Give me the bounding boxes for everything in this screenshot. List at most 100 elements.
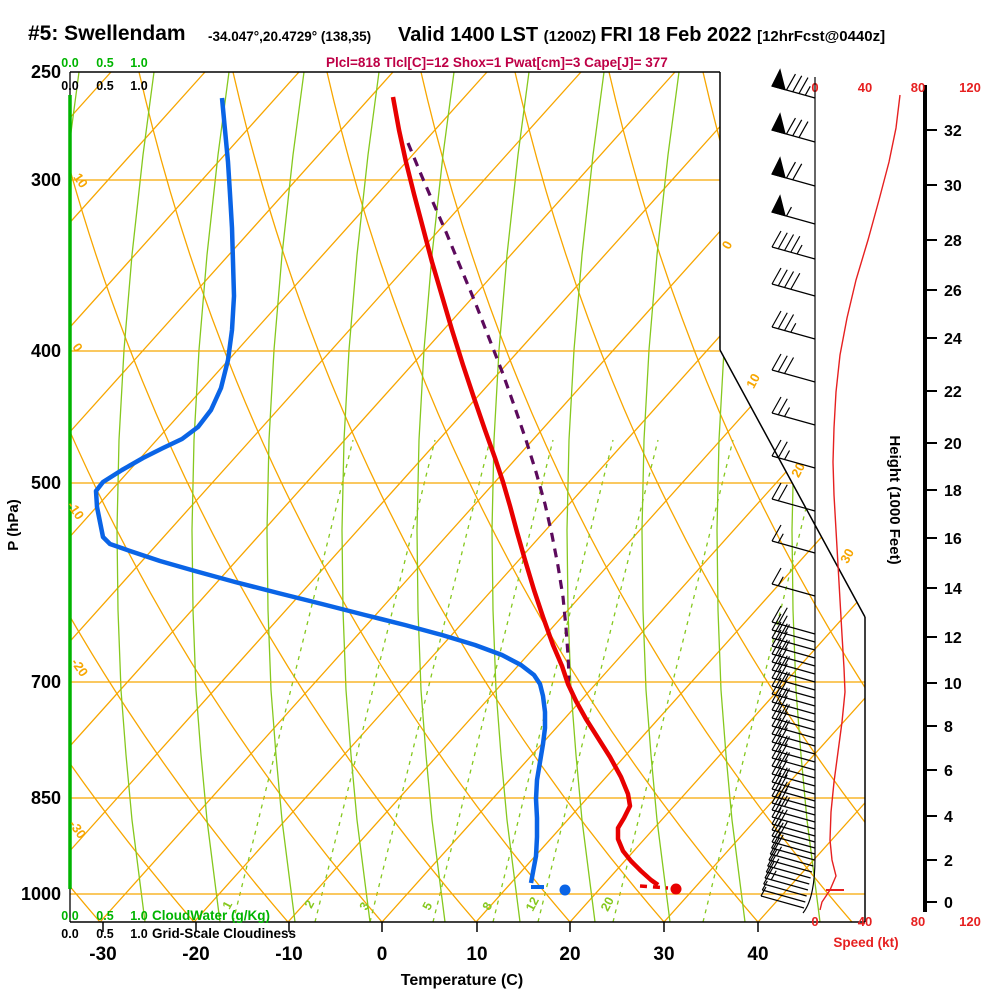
- sounding-parameters: Plcl=818 Tlcl[C]=12 Shox=1 Pwat[cm]=3 Ca…: [326, 55, 668, 70]
- cloud-scales: 0.0 0.0 0.0 0.0 0.5 0.5 0.5 0.5 1.0 1.0 1.0 1.0 Clou…: [61, 56, 296, 941]
- height-tick-label: 32: [944, 123, 962, 140]
- isotherm-grid: [70, 72, 865, 922]
- valid-time-main: Valid 1400 LST: [398, 24, 544, 46]
- adiabat-label-left: 10: [70, 170, 91, 190]
- temperature-tick-label: 40: [747, 944, 768, 965]
- height-tick-label: 28: [944, 233, 962, 250]
- temperature-axis: -30 -20 -10 0 10 20 30 40 Temperature (C): [89, 922, 769, 989]
- temperature-axis-title: Temperature (C): [401, 972, 523, 989]
- cloudwater-scale-top: 0.5: [96, 56, 113, 70]
- mixing-ratio-label: 20: [598, 895, 617, 914]
- height-tick-label: 24: [944, 331, 962, 348]
- cloudwater-scale-top: 0.0: [61, 56, 78, 70]
- temperature-tick-label: -30: [89, 944, 116, 965]
- mixing-ratio-label: 5: [420, 900, 436, 913]
- parcel-curve: [406, 142, 571, 685]
- speed-tick-bottom: 40: [858, 914, 872, 929]
- surface-dewpoint-dot: [559, 884, 571, 896]
- height-tick-label: 20: [944, 436, 962, 453]
- speed-tick-bottom: 120: [959, 914, 981, 929]
- cloudiness-scale-top: 1.0: [130, 79, 147, 93]
- height-tick-label: 2: [944, 853, 953, 870]
- chart-header: #5: Swellendam -34.047°,20.4729° (138,35…: [0, 0, 1000, 70]
- temperature-curve-tail: [639, 884, 669, 890]
- isotherm-label-right: 30: [837, 546, 857, 566]
- height-tick-label: 0: [944, 895, 953, 912]
- height-tick-label: 30: [944, 178, 962, 195]
- wind-barb-staff: [802, 77, 816, 914]
- wind-speed-profile: [819, 94, 901, 911]
- temperature-tick-label: 20: [559, 944, 580, 965]
- temperature-tick-label: 0: [377, 944, 388, 965]
- height-tick-label: 4: [944, 809, 953, 826]
- speed-tick-top: 120: [959, 80, 981, 95]
- pressure-axis-title: P (hPa): [5, 499, 22, 550]
- height-tick-label: 16: [944, 531, 962, 548]
- valid-time-date: FRI 18 Feb 2022: [600, 24, 758, 46]
- temperature-curve: [390, 96, 660, 887]
- speed-tick-bottom: 80: [911, 914, 925, 929]
- cloudwater-scale-bottom: 0.0: [61, 909, 78, 923]
- speed-tick-bottom: 0: [811, 914, 818, 929]
- height-tick-label: 26: [944, 283, 962, 300]
- cloudwater-scale-bottom: 1.0: [130, 909, 147, 923]
- height-tick-label: 10: [944, 676, 962, 693]
- wind-barbs: [760, 68, 816, 914]
- height-axis-title: Height (1000 Feet): [886, 435, 903, 564]
- dry-adiabat-grid: [70, 72, 865, 922]
- pressure-tick-label: 250: [31, 62, 61, 82]
- cloudiness-scale-bottom: 0.0: [61, 927, 78, 941]
- temperature-tick-label: -10: [275, 944, 302, 965]
- cloudwater-axis-title: CloudWater (g/Kg): [152, 908, 270, 923]
- pressure-tick-label: 400: [31, 341, 61, 361]
- temperature-tick-label: 10: [466, 944, 487, 965]
- mixing-ratio-grid: [232, 439, 824, 922]
- pressure-tick-label: 850: [31, 788, 61, 808]
- cloudiness-scale-top: 0.0: [61, 79, 78, 93]
- cloudwater-scale-top: 1.0: [130, 56, 147, 70]
- mixing-ratio-label: 12: [523, 895, 542, 914]
- background-grid: [70, 72, 865, 922]
- pressure-axis: 250 300 400 500 700 850 1000 P (hPa): [5, 62, 61, 904]
- height-tick-label: 8: [944, 719, 953, 736]
- cloudwater-scale-bottom: 0.5: [96, 909, 113, 923]
- pressure-tick-label: 300: [31, 170, 61, 190]
- cloudiness-axis-title: Grid-Scale Cloudiness: [152, 926, 296, 941]
- cloudiness-scale-top: 0.5: [96, 79, 113, 93]
- speed-axis-title: Speed (kt): [833, 935, 898, 950]
- dewpoint-curve: [93, 97, 548, 884]
- moist-adiabat-grid: [70, 72, 830, 922]
- isotherm-label-right: 10: [743, 371, 763, 391]
- height-tick-label: 6: [944, 763, 953, 780]
- cloudiness-scale-bottom: 1.0: [130, 927, 147, 941]
- valid-time-line: Valid 1400 LST (1200Z) FRI 18 Feb 2022 […: [398, 24, 885, 47]
- height-tick-label: 14: [944, 581, 962, 598]
- station-coordinates: -34.047°,20.4729° (138,35): [208, 29, 372, 44]
- speed-axis: 0 0 40 40 80 80 120 120 Speed (kt): [811, 80, 980, 950]
- station-title: #5: Swellendam: [28, 22, 186, 45]
- pressure-tick-label: 700: [31, 672, 61, 692]
- cloudiness-scale-bottom: 0.5: [96, 927, 113, 941]
- height-tick-label: 12: [944, 630, 962, 647]
- temperature-tick-label: -20: [182, 944, 209, 965]
- pressure-tick-label: 1000: [21, 884, 61, 904]
- temperature-tick-label: 30: [653, 944, 674, 965]
- mixing-ratio-label: 8: [480, 900, 496, 913]
- isotherm-label-right: 0: [719, 238, 736, 251]
- forecast-tag: [12hrFcst@0440z]: [757, 28, 886, 45]
- speed-tick-top: 80: [911, 80, 925, 95]
- mixing-ratio-label: 2: [302, 898, 318, 911]
- pressure-tick-label: 500: [31, 473, 61, 493]
- surface-temperature-dot: [670, 883, 682, 895]
- adiabat-label-left: 0: [69, 340, 85, 355]
- pressure-gridlines: [70, 179, 865, 895]
- speed-tick-top: 40: [858, 80, 872, 95]
- adiabat-label-left: -10: [64, 498, 87, 522]
- height-tick-label: 18: [944, 483, 962, 500]
- valid-time-zulu: (1200Z): [543, 28, 601, 45]
- height-tick-label: 22: [944, 384, 962, 401]
